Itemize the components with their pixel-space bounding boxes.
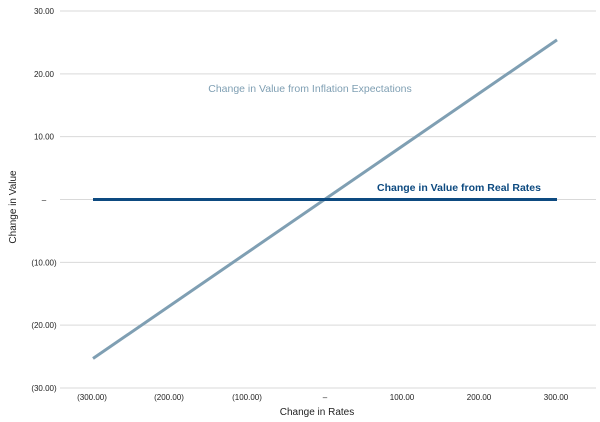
y-tick-label: (30.00) [31, 384, 57, 393]
x-axis-ticks: (300.00) (200.00) (100.00) – 100.00 200.00 300… [77, 393, 569, 402]
x-tick-label: 300.00 [544, 393, 569, 402]
y-tick-label: (10.00) [31, 258, 57, 267]
y-tick-label: 30.00 [34, 7, 55, 16]
x-tick-label: (100.00) [232, 393, 262, 402]
y-tick-label: 10.00 [34, 133, 55, 142]
x-tick-label: (200.00) [154, 393, 184, 402]
x-tick-label: 200.00 [467, 393, 492, 402]
y-tick-label: – [42, 196, 47, 205]
series-lines [92, 38, 558, 360]
y-axis-ticks: 30.00 20.00 10.00 – (10.00) (20.00) (30.00) [31, 7, 57, 393]
x-axis-label: Change in Rates [280, 407, 355, 418]
series-annotations: Change in Value from Inflation Expectati… [208, 83, 541, 194]
x-tick-label: (300.00) [77, 393, 107, 402]
real-rates-annotation: Change in Value from Real Rates [377, 182, 541, 194]
x-tick-label: 100.00 [390, 393, 415, 402]
y-tick-label: (20.00) [31, 321, 57, 330]
y-tick-label: 20.00 [34, 70, 55, 79]
y-axis-label: Change in Value [8, 170, 19, 244]
x-tick-label: – [323, 393, 328, 402]
inflation-expectations-annotation: Change in Value from Inflation Expectati… [208, 83, 412, 95]
